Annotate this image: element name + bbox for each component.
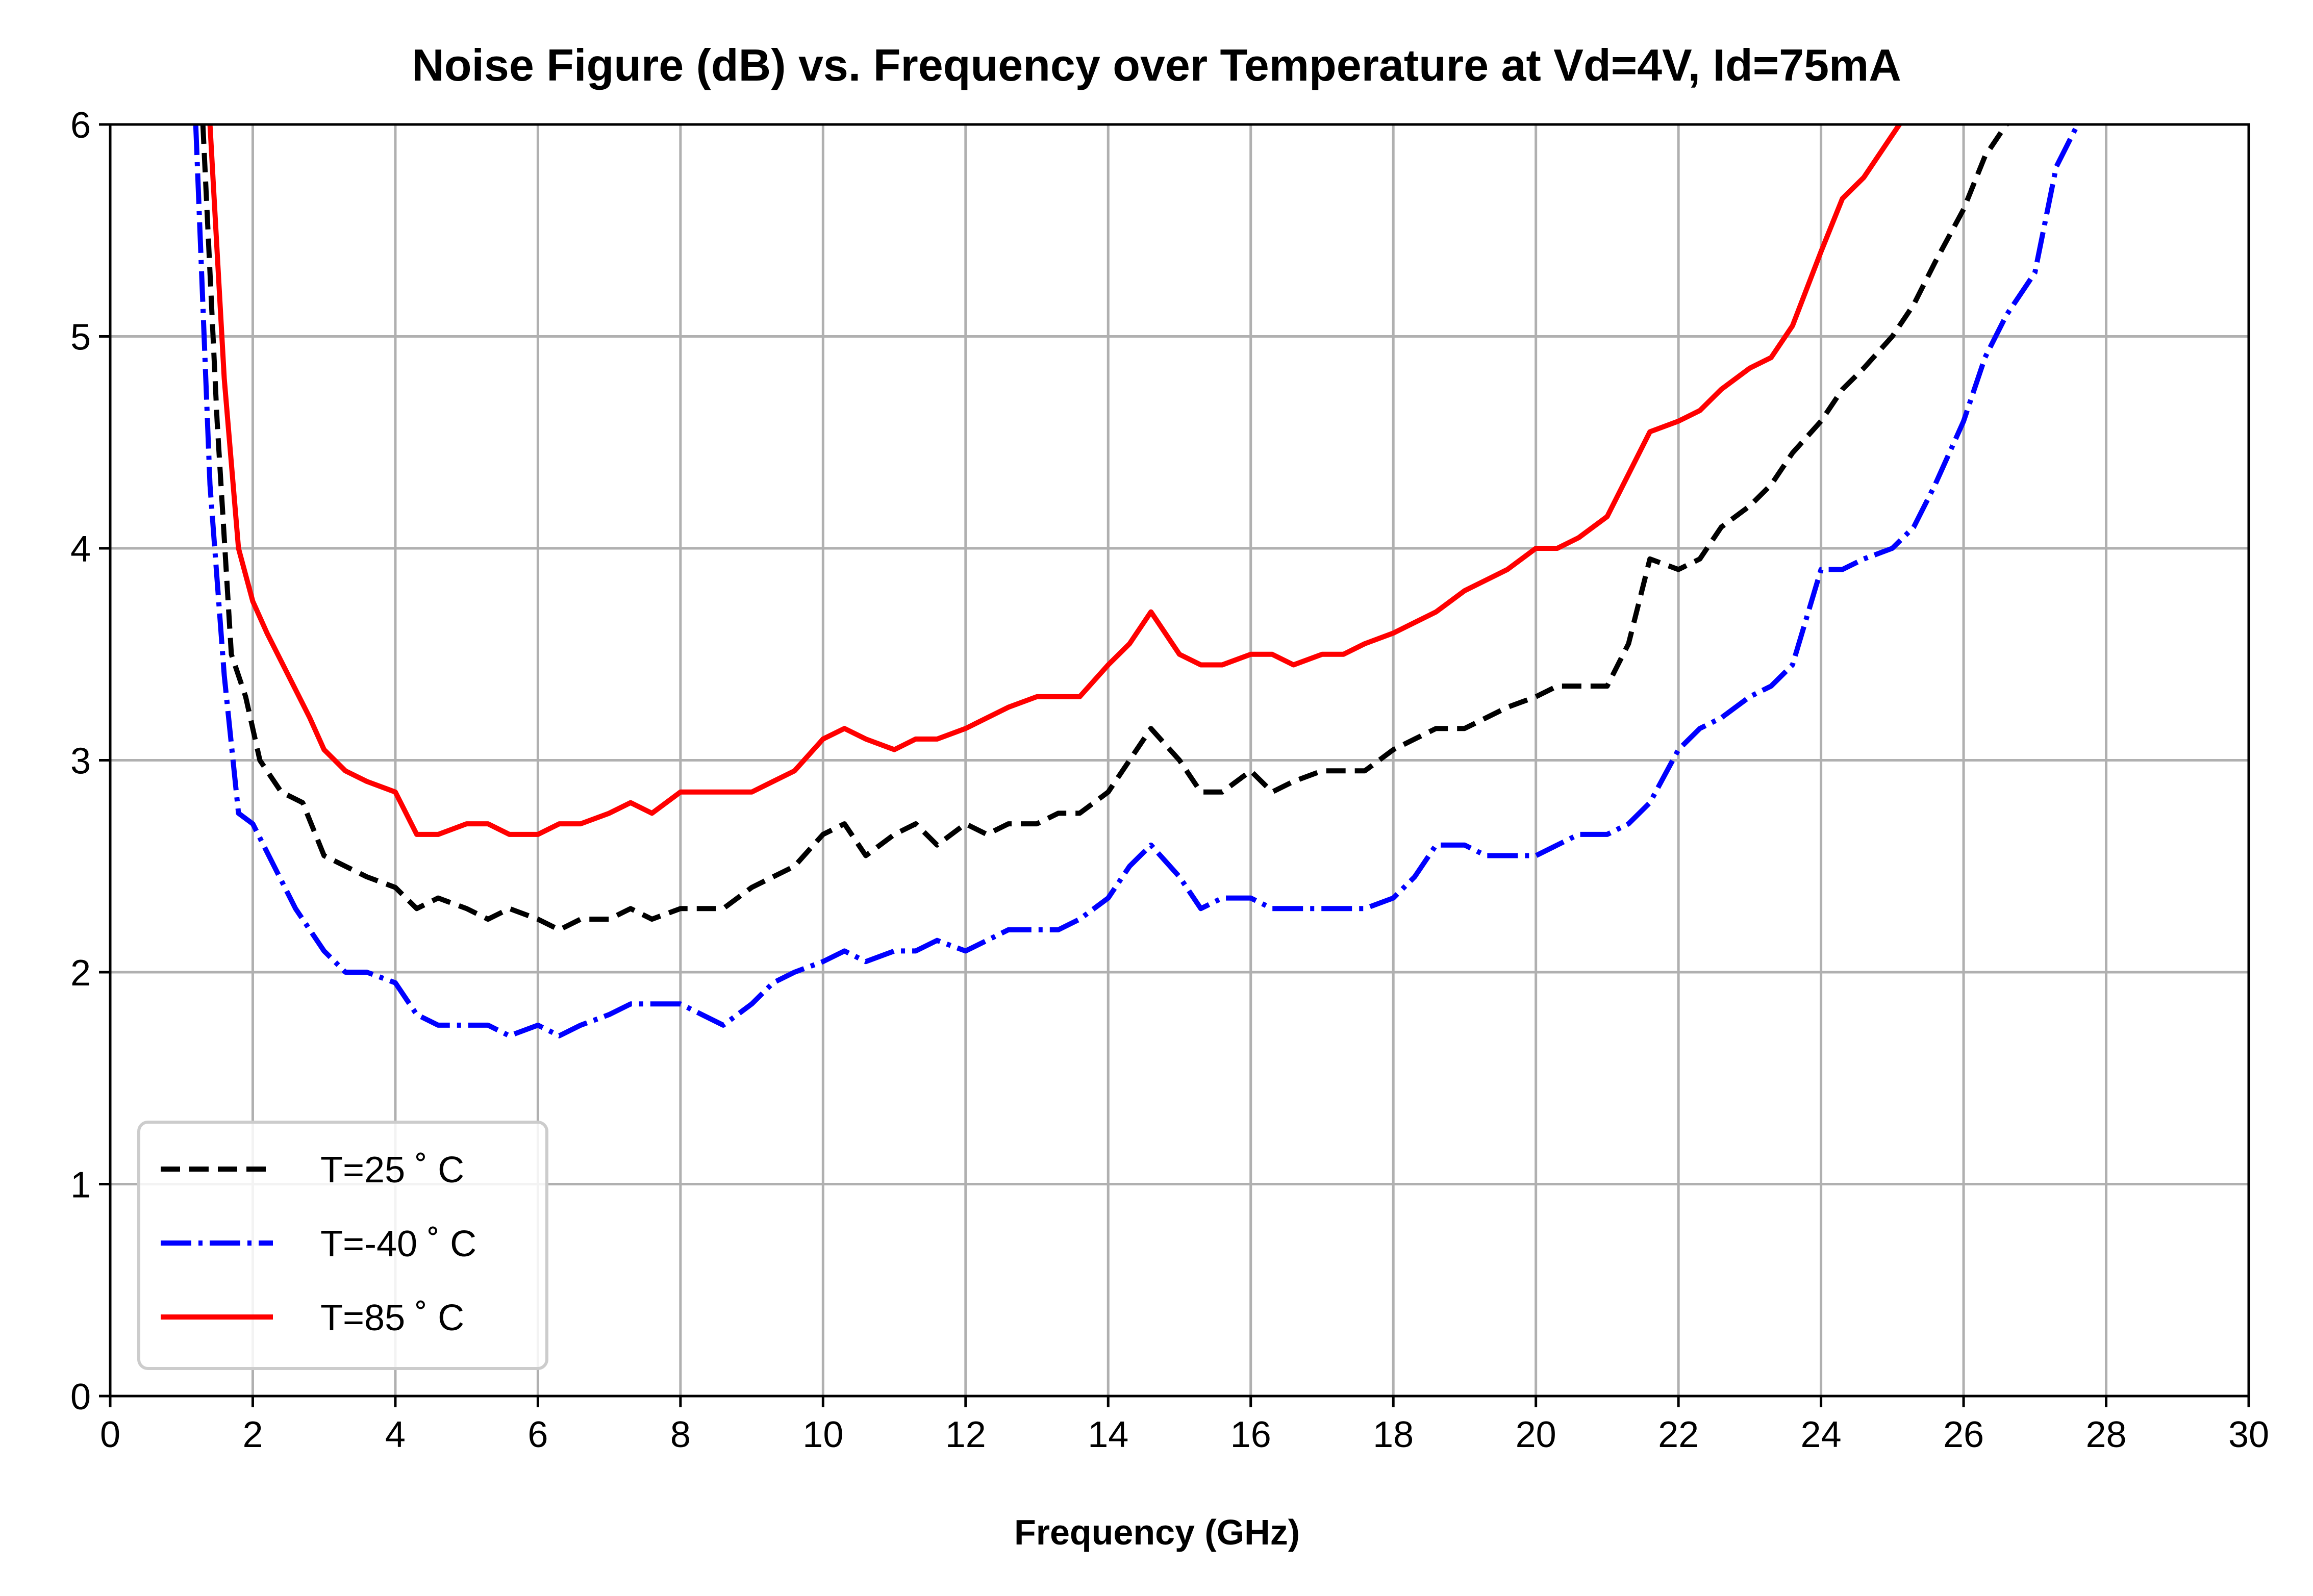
x-tick-label: 16	[1230, 1414, 1271, 1455]
x-axis-label: Frequency (GHz)	[1014, 1512, 1300, 1552]
chart-title: Noise Figure (dB) vs. Frequency over Tem…	[412, 40, 1901, 90]
x-tick-label: 6	[527, 1414, 548, 1455]
legend: T=25 ˚ C T=-40 ˚ C T=85 ˚ C	[137, 1121, 548, 1370]
x-tick-label: 12	[945, 1414, 986, 1455]
x-tick-label: 26	[1943, 1414, 1984, 1455]
x-tick-label: 4	[385, 1414, 406, 1455]
y-tick-label: 3	[70, 741, 91, 782]
y-tick-label: 5	[70, 317, 91, 358]
x-tick-label: 0	[100, 1414, 120, 1455]
x-tick-label: 22	[1658, 1414, 1699, 1455]
legend-label-85c: T=85 ˚ C	[320, 1298, 464, 1338]
x-tick-label: 24	[1801, 1414, 1842, 1455]
legend-box	[137, 1121, 548, 1370]
y-tick-label: 0	[70, 1377, 91, 1417]
y-tick-label: 2	[70, 953, 91, 994]
x-tick-label: 10	[802, 1414, 843, 1455]
legend-label-minus40c: T=-40 ˚ C	[320, 1224, 476, 1264]
series-line-25c	[200, 124, 2011, 932]
series-line-85c	[207, 124, 1903, 837]
legend-label-25c: T=25 ˚ C	[320, 1150, 464, 1190]
y-tick-label: 6	[70, 105, 91, 146]
series-lines	[193, 124, 2080, 1038]
x-tick-label: 28	[2085, 1414, 2126, 1455]
x-tick-label: 30	[2228, 1414, 2269, 1455]
x-tick-label: 14	[1088, 1414, 1128, 1455]
x-tick-label: 8	[670, 1414, 691, 1455]
y-tick-label: 4	[70, 529, 91, 570]
y-tick-label: 1	[70, 1165, 91, 1206]
x-tick-label: 18	[1373, 1414, 1414, 1455]
x-tick-label: 20	[1516, 1414, 1556, 1455]
series-line-minus40c	[193, 124, 2080, 1038]
x-tick-label: 2	[242, 1414, 263, 1455]
